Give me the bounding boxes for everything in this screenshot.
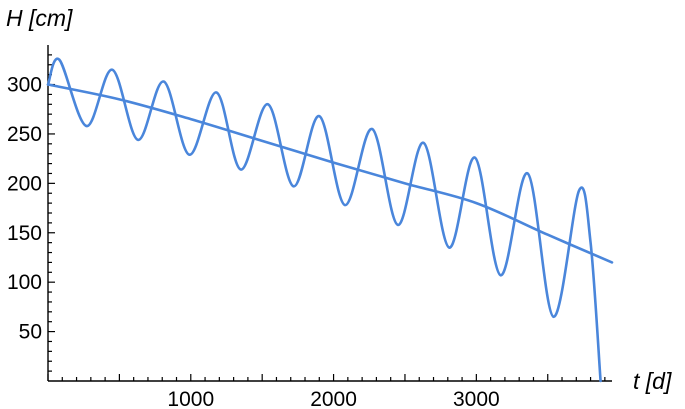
x-ticks: 1000 2000 3000 [47, 374, 606, 409]
y-tick-label: 200 [7, 172, 42, 195]
x-tick-label: 1000 [167, 388, 214, 409]
x-axis-label: t [d] [633, 368, 672, 394]
y-axis-label: H [cm] [6, 5, 73, 31]
y-tick-label: 100 [7, 271, 42, 294]
y-tick-label: 250 [7, 123, 42, 146]
y-tick-label: 50 [19, 321, 42, 344]
x-tick-label: 3000 [453, 388, 500, 409]
y-tick-label: 150 [7, 222, 42, 245]
oscillating-series-line [46, 57, 602, 383]
y-tick-label: 300 [7, 74, 42, 97]
x-axis: 1000 2000 3000 t [d] [47, 368, 672, 409]
y-ticks: 50 100 150 200 250 300 [7, 54, 55, 372]
x-tick-label: 2000 [310, 388, 357, 409]
y-axis: 50 100 150 200 250 300 H [cm] [6, 5, 73, 381]
plot-area [46, 57, 614, 383]
